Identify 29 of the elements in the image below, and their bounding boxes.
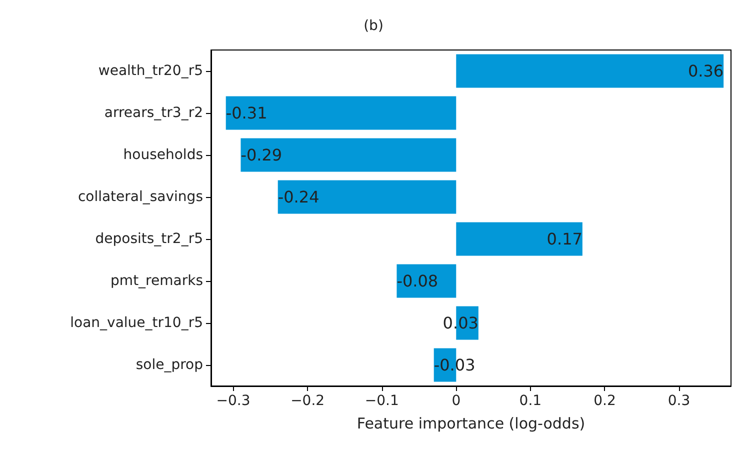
bar: [396, 264, 456, 298]
x-tick-label: 0.2: [594, 393, 616, 409]
y-tick-label: deposits_tr2_r5: [95, 231, 203, 247]
data-label: 0.36: [688, 62, 724, 80]
y-tick-label: wealth_tr20_r5: [98, 63, 203, 79]
bar: [240, 138, 456, 172]
x-tick-label: 0: [452, 393, 461, 409]
bar: [456, 222, 582, 256]
y-tick-label: collateral_savings: [78, 189, 203, 205]
bar: [226, 96, 456, 130]
y-tick-label: pmt_remarks: [110, 273, 203, 289]
x-tick-label: −0.1: [364, 393, 399, 409]
x-axis-title: Feature importance (log-odds): [356, 414, 586, 432]
y-tick-label: sole_prop: [136, 357, 204, 373]
x-tick-label: 0.1: [519, 393, 542, 409]
bar: [456, 54, 724, 88]
y-tick-label: households: [123, 147, 203, 163]
data-label: -0.31: [226, 104, 268, 122]
data-label: -0.24: [278, 188, 320, 206]
x-tick-label: 0.3: [668, 393, 690, 409]
bar: [278, 180, 456, 214]
y-tick-label: loan_value_tr10_r5: [70, 315, 203, 331]
chart-title: (b): [364, 18, 384, 34]
x-tick-label: −0.3: [216, 393, 250, 409]
data-label: -0.29: [240, 146, 282, 164]
data-label: -0.08: [396, 272, 438, 290]
data-label: 0.17: [546, 230, 582, 248]
y-tick-label: arrears_tr3_r2: [104, 105, 203, 121]
x-tick-label: −0.2: [290, 393, 325, 409]
